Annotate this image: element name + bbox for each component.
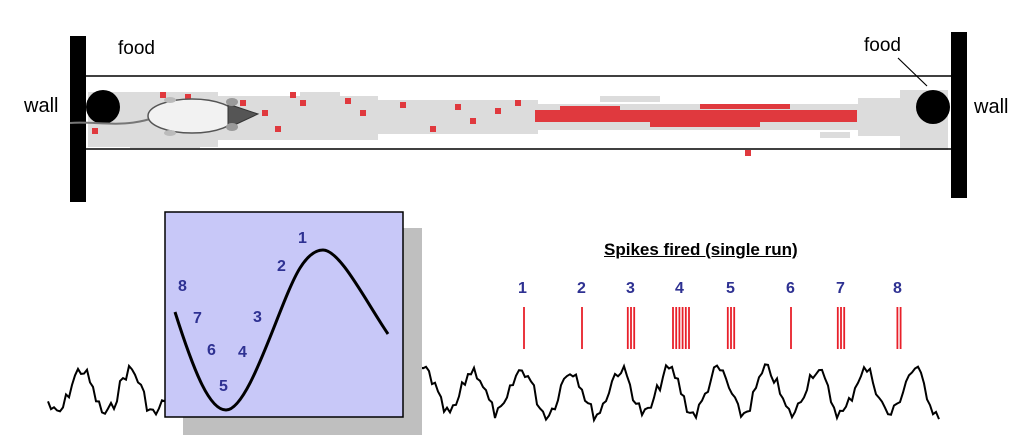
cycle-number: 1 <box>518 280 527 297</box>
wall-left <box>70 36 86 202</box>
inset-phase-number: 3 <box>253 309 262 326</box>
wall-right <box>951 32 967 198</box>
rat-illustration <box>69 97 260 136</box>
spike-raster <box>523 307 902 349</box>
wall-label-right: wall <box>974 96 1009 118</box>
food-pellet-right <box>916 90 950 124</box>
inset-phase-number: 2 <box>277 258 286 275</box>
inset-phase-number: 5 <box>219 378 228 395</box>
wall-label-left: wall <box>24 95 59 117</box>
food-label-left: food <box>118 38 155 59</box>
food-pellet-left <box>86 90 120 124</box>
cycle-number: 2 <box>577 280 586 297</box>
inset-phase-number: 8 <box>178 278 187 295</box>
inset-phase-number: 7 <box>193 310 202 327</box>
inset-phase-number: 1 <box>298 230 307 247</box>
inset-panel <box>164 211 404 418</box>
linear-track <box>69 32 967 202</box>
cycle-number: 5 <box>726 280 735 297</box>
inset-sine-curve <box>173 248 390 412</box>
firing-map <box>92 92 857 156</box>
theta-phase-inset <box>164 211 422 435</box>
cycle-number: 7 <box>836 280 845 297</box>
cycle-number: 3 <box>626 280 635 297</box>
food-label-right: food <box>864 35 901 56</box>
cycle-number: 8 <box>893 280 902 297</box>
spikes-title: Spikes fired (single run) <box>604 240 798 259</box>
inset-phase-number: 6 <box>207 342 216 359</box>
cycle-number: 4 <box>675 280 684 297</box>
inset-phase-number: 4 <box>238 344 247 361</box>
cycle-number: 6 <box>786 280 795 297</box>
